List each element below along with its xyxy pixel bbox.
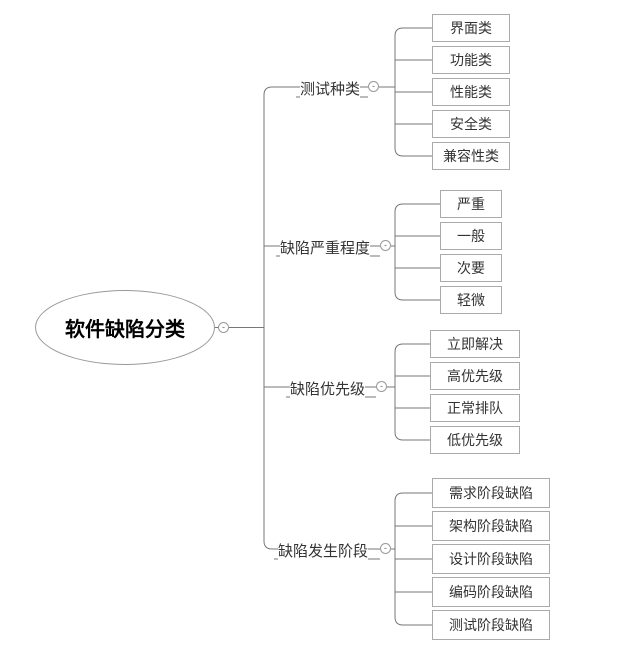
collapse-toggle-icon[interactable]: - — [376, 381, 387, 392]
leaf-label: 低优先级 — [447, 430, 503, 450]
leaf-label: 安全类 — [450, 114, 492, 134]
leaf-node[interactable]: 安全类 — [432, 110, 510, 138]
leaf-label: 需求阶段缺陷 — [449, 483, 533, 503]
leaf-label: 正常排队 — [447, 398, 503, 418]
collapse-toggle-icon[interactable]: - — [380, 240, 391, 251]
leaf-node[interactable]: 界面类 — [432, 14, 510, 42]
collapse-toggle-icon[interactable]: - — [380, 543, 391, 554]
leaf-label: 一般 — [457, 226, 485, 246]
leaf-node[interactable]: 立即解决 — [430, 330, 520, 358]
branch-node[interactable]: 测试种类 — [300, 78, 360, 99]
leaf-node[interactable]: 性能类 — [432, 78, 510, 106]
leaf-node[interactable]: 低优先级 — [430, 426, 520, 454]
root-node[interactable]: 软件缺陷分类 — [35, 290, 215, 365]
leaf-label: 架构阶段缺陷 — [449, 516, 533, 536]
branch-node[interactable]: 缺陷发生阶段 — [278, 540, 368, 561]
leaf-node[interactable]: 正常排队 — [430, 394, 520, 422]
leaf-node[interactable]: 轻微 — [440, 286, 502, 314]
leaf-label: 次要 — [457, 258, 485, 278]
leaf-node[interactable]: 功能类 — [432, 46, 510, 74]
branch-label: 测试种类 — [300, 81, 360, 98]
leaf-node[interactable]: 编码阶段缺陷 — [432, 577, 550, 607]
branch-node[interactable]: 缺陷优先级 — [290, 378, 365, 399]
leaf-node[interactable]: 兼容性类 — [432, 142, 510, 170]
branch-node[interactable]: 缺陷严重程度 — [280, 237, 370, 258]
leaf-node[interactable]: 设计阶段缺陷 — [432, 544, 550, 574]
leaf-label: 轻微 — [457, 290, 485, 310]
leaf-label: 兼容性类 — [443, 146, 499, 166]
collapse-toggle-icon[interactable]: - — [368, 81, 379, 92]
leaf-label: 编码阶段缺陷 — [449, 582, 533, 602]
branch-label: 缺陷优先级 — [290, 381, 365, 398]
leaf-node[interactable]: 测试阶段缺陷 — [432, 610, 550, 640]
leaf-node[interactable]: 次要 — [440, 254, 502, 282]
leaf-node[interactable]: 严重 — [440, 190, 502, 218]
leaf-label: 界面类 — [450, 18, 492, 38]
leaf-node[interactable]: 一般 — [440, 222, 502, 250]
root-label: 软件缺陷分类 — [65, 313, 185, 342]
leaf-label: 立即解决 — [447, 334, 503, 354]
leaf-label: 设计阶段缺陷 — [449, 549, 533, 569]
leaf-node[interactable]: 高优先级 — [430, 362, 520, 390]
leaf-label: 功能类 — [450, 50, 492, 70]
branch-label: 缺陷严重程度 — [280, 240, 370, 257]
leaf-label: 高优先级 — [447, 366, 503, 386]
leaf-label: 测试阶段缺陷 — [449, 615, 533, 635]
leaf-label: 严重 — [457, 194, 485, 214]
collapse-toggle-icon[interactable]: - — [218, 322, 229, 333]
branch-label: 缺陷发生阶段 — [278, 543, 368, 560]
leaf-node[interactable]: 需求阶段缺陷 — [432, 478, 550, 508]
leaf-label: 性能类 — [450, 82, 492, 102]
leaf-node[interactable]: 架构阶段缺陷 — [432, 511, 550, 541]
